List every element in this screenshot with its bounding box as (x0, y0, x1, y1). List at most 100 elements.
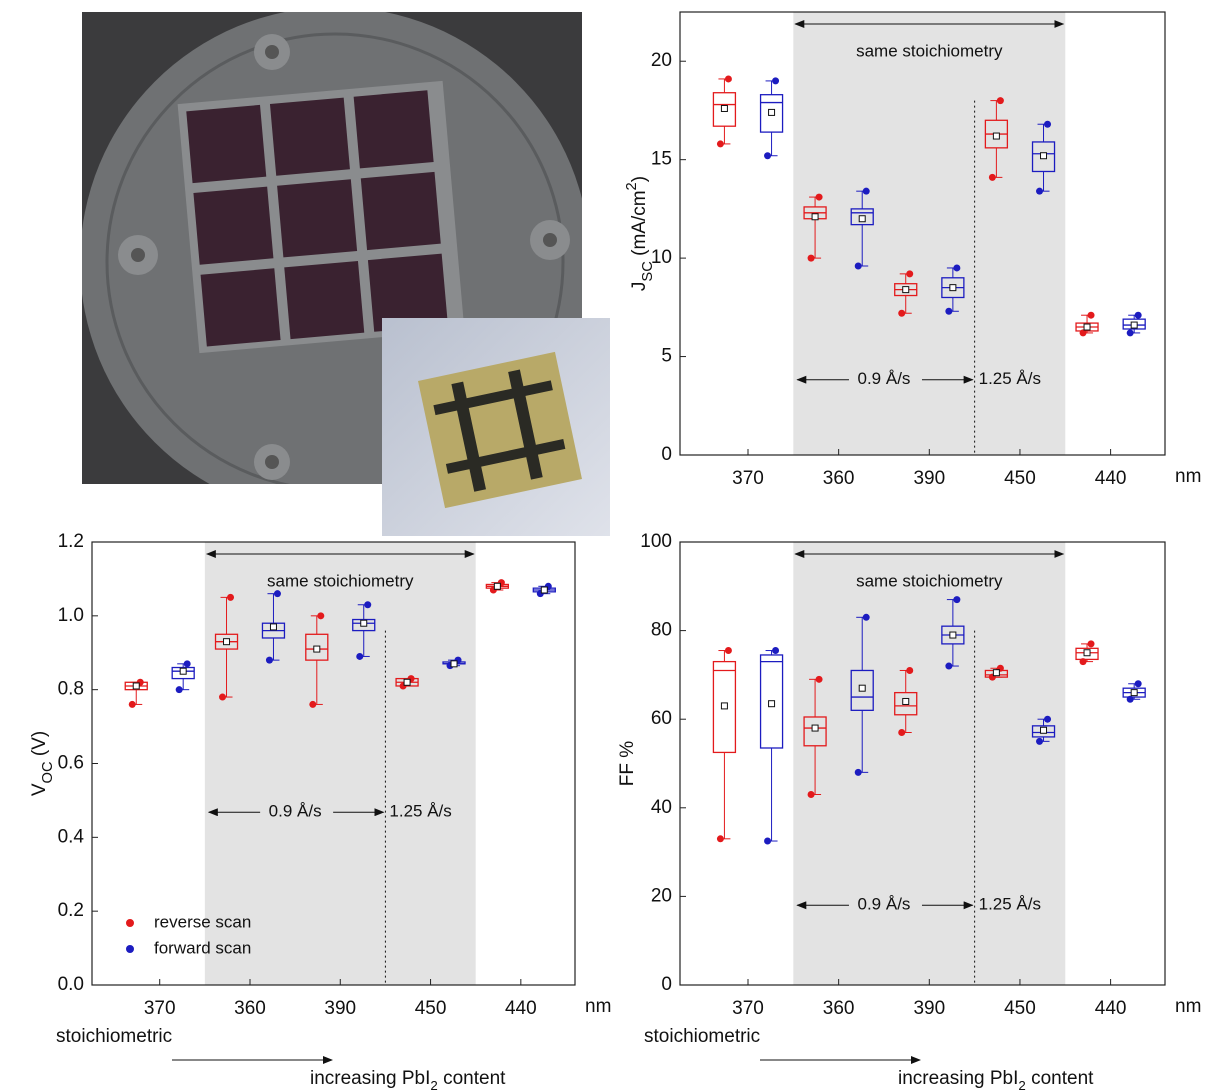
mean (180, 668, 186, 674)
point (184, 660, 191, 667)
shaded-region (793, 542, 1065, 985)
legend-marker (126, 919, 134, 927)
mean (404, 679, 410, 685)
y-tick-label: 60 (651, 708, 672, 729)
mean (769, 701, 775, 707)
x-tick-label: 360 (234, 998, 266, 1019)
x-tick-label: 450 (1004, 998, 1036, 1019)
point (945, 663, 952, 670)
y-axis-label: VOC (V) (29, 731, 56, 796)
label-part: 2 (624, 182, 640, 190)
y-tick-label: 0.0 (58, 974, 84, 995)
point (808, 255, 815, 262)
x-tick-label: 390 (913, 998, 945, 1019)
point (129, 701, 136, 708)
mean (1131, 322, 1137, 328)
point (764, 838, 771, 845)
point (816, 194, 823, 201)
point (772, 647, 779, 654)
label-part: increasing PbI (898, 1068, 1018, 1089)
point (953, 596, 960, 603)
mean (361, 620, 367, 626)
rate-label: 0.9 Å/s (858, 369, 911, 388)
point (1088, 640, 1095, 647)
mean (950, 285, 956, 291)
y-tick-label: 40 (651, 797, 672, 818)
note-left: stoichiometric (56, 1026, 172, 1047)
mean (993, 133, 999, 139)
rate-label: 1.25 Å/s (389, 802, 451, 821)
mean (859, 216, 865, 222)
x-tick-label: 370 (732, 468, 764, 489)
label-part: 2 (1018, 1078, 1025, 1090)
y-tick-label: 5 (661, 346, 672, 367)
legend-label: forward scan (154, 938, 251, 957)
point (317, 612, 324, 619)
point (906, 667, 913, 674)
label-part: content (1026, 1068, 1094, 1089)
x-unit: nm (1175, 466, 1201, 487)
x-tick-label: 450 (415, 998, 447, 1019)
point (274, 590, 281, 597)
point (219, 694, 226, 701)
x-tick-label: 390 (913, 468, 945, 489)
point (1036, 188, 1043, 195)
region-label: same stoichiometry (856, 41, 1003, 60)
label-part: SC (640, 261, 656, 282)
mean (1131, 690, 1137, 696)
mean (1084, 324, 1090, 330)
mean (224, 639, 230, 645)
y-tick-label: 0.6 (58, 753, 84, 774)
point (725, 75, 732, 82)
point (717, 835, 724, 842)
point (906, 270, 913, 277)
point (725, 647, 732, 654)
y-tick-label: 0.2 (58, 900, 84, 921)
point (1127, 329, 1134, 336)
mean (541, 587, 547, 593)
note-left: stoichiometric (644, 1026, 760, 1047)
x-tick-label: 440 (1095, 468, 1127, 489)
y-tick-label: 0 (661, 444, 672, 465)
mean (769, 109, 775, 115)
point (1088, 312, 1095, 319)
y-tick-label: 0.8 (58, 679, 84, 700)
point (356, 653, 363, 660)
mean (950, 632, 956, 638)
mean (451, 661, 457, 667)
region-label: same stoichiometry (267, 571, 414, 590)
mean (1041, 153, 1047, 159)
y-tick-label: 20 (651, 50, 672, 71)
point (953, 264, 960, 271)
point (863, 188, 870, 195)
mean (1084, 650, 1090, 656)
point (364, 601, 371, 608)
y-tick-label: 15 (651, 149, 672, 170)
label-part: (mA/cm (629, 190, 650, 261)
mean (133, 683, 139, 689)
point (816, 676, 823, 683)
point (1044, 716, 1051, 723)
point (997, 97, 1004, 104)
point (863, 614, 870, 621)
label-part: OC (40, 761, 56, 783)
y-tick-label: 20 (651, 885, 672, 906)
point (1044, 121, 1051, 128)
mean (812, 214, 818, 220)
mean (903, 698, 909, 704)
label-part: V (29, 783, 50, 796)
shaded-region (793, 12, 1065, 455)
label-part: ) (629, 176, 650, 182)
y-tick-label: 100 (640, 531, 672, 552)
label-part: increasing PbI (310, 1068, 430, 1089)
mean (993, 670, 999, 676)
photo-inset (382, 318, 610, 536)
point (1036, 738, 1043, 745)
x-unit: nm (1175, 996, 1201, 1017)
point (898, 729, 905, 736)
x-tick-label: 360 (823, 998, 855, 1019)
note-right: increasing PbI2 content (898, 1068, 1094, 1090)
point (898, 310, 905, 317)
x-tick-label: 370 (732, 998, 764, 1019)
label-part: FF % (617, 741, 638, 786)
